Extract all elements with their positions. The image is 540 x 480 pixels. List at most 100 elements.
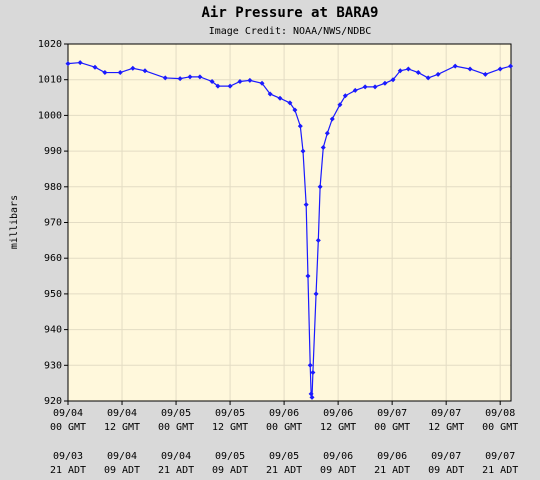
data-point bbox=[337, 102, 343, 108]
data-point bbox=[342, 93, 348, 99]
x-tick-label-local: 09/07 bbox=[485, 451, 515, 462]
x-tick-label: 09/07 bbox=[431, 408, 461, 419]
data-point bbox=[215, 83, 221, 89]
data-point bbox=[497, 66, 503, 72]
x-tick-label: 12 GMT bbox=[104, 422, 140, 433]
x-tick-label-local: 09/06 bbox=[377, 451, 407, 462]
x-tick-label: 12 GMT bbox=[212, 422, 248, 433]
data-point bbox=[320, 145, 326, 151]
data-point bbox=[405, 66, 411, 72]
chart-subtitle: Image Credit: NOAA/NWS/NDBC bbox=[209, 26, 372, 37]
data-point bbox=[397, 68, 403, 74]
x-tick-label-local: 09 ADT bbox=[428, 465, 464, 476]
data-point bbox=[287, 100, 293, 106]
data-point bbox=[65, 61, 71, 67]
x-tick-label: 00 GMT bbox=[374, 422, 410, 433]
data-point bbox=[92, 64, 98, 70]
data-point bbox=[390, 77, 396, 83]
x-tick-label-local: 09 ADT bbox=[320, 465, 356, 476]
x-tick-label: 09/04 bbox=[107, 408, 137, 419]
data-point bbox=[352, 87, 358, 93]
x-tick-label: 09/05 bbox=[161, 408, 191, 419]
x-tick-label: 09/05 bbox=[215, 408, 245, 419]
data-point bbox=[308, 391, 314, 397]
x-tick-label-local: 21 ADT bbox=[158, 465, 194, 476]
x-tick-label-local: 21 ADT bbox=[50, 465, 86, 476]
x-tick-label-local: 09/04 bbox=[107, 451, 137, 462]
x-tick-label: 09/04 bbox=[53, 408, 83, 419]
plot-frame bbox=[67, 43, 512, 402]
data-point bbox=[329, 116, 335, 122]
data-point bbox=[102, 70, 108, 76]
data-point bbox=[259, 80, 265, 86]
x-tick-label: 09/06 bbox=[323, 408, 353, 419]
data-point bbox=[362, 84, 368, 90]
x-tick-label-local: 09/04 bbox=[161, 451, 191, 462]
y-tick-label: 930 bbox=[44, 360, 62, 371]
data-point bbox=[117, 70, 123, 76]
data-point bbox=[482, 71, 488, 77]
y-tick-label: 940 bbox=[44, 325, 62, 336]
data-point bbox=[307, 362, 313, 368]
x-tick-label: 00 GMT bbox=[266, 422, 302, 433]
data-point bbox=[305, 273, 311, 279]
y-tick-label: 1000 bbox=[38, 110, 62, 121]
data-point bbox=[303, 202, 309, 208]
x-tick-label: 09/07 bbox=[377, 408, 407, 419]
data-point bbox=[267, 91, 273, 97]
x-tick-label: 12 GMT bbox=[320, 422, 356, 433]
data-point bbox=[247, 77, 253, 83]
y-tick-label: 1010 bbox=[38, 75, 62, 86]
data-point bbox=[300, 148, 306, 154]
data-point bbox=[313, 291, 319, 297]
data-point bbox=[142, 68, 148, 74]
data-point bbox=[324, 130, 330, 136]
data-point bbox=[309, 394, 315, 400]
x-tick-label: 09/08 bbox=[485, 408, 515, 419]
x-tick-label-local: 09/05 bbox=[269, 451, 299, 462]
data-point bbox=[435, 71, 441, 77]
data-point bbox=[292, 107, 298, 113]
x-tick-label-local: 09/07 bbox=[431, 451, 461, 462]
data-point bbox=[372, 84, 378, 90]
chart-title: Air Pressure at BARA9 bbox=[201, 5, 378, 21]
data-point bbox=[315, 237, 321, 243]
data-point bbox=[452, 63, 458, 69]
data-point bbox=[209, 78, 215, 84]
data-point bbox=[187, 74, 193, 80]
data-point bbox=[508, 63, 514, 69]
y-tick-label: 970 bbox=[44, 218, 62, 229]
data-point bbox=[317, 184, 323, 190]
data-point bbox=[467, 66, 473, 72]
data-point bbox=[297, 123, 303, 129]
data-point bbox=[77, 60, 83, 66]
data-point bbox=[382, 80, 388, 86]
x-tick-label-local: 21 ADT bbox=[266, 465, 302, 476]
data-point bbox=[130, 65, 136, 71]
x-tick-label-local: 09/06 bbox=[323, 451, 353, 462]
y-tick-label: 980 bbox=[44, 182, 62, 193]
x-tick-label-local: 21 ADT bbox=[482, 465, 518, 476]
data-point bbox=[237, 78, 243, 84]
x-tick-label-local: 09 ADT bbox=[104, 465, 140, 476]
x-tick-label: 00 GMT bbox=[158, 422, 194, 433]
data-point bbox=[415, 70, 421, 76]
data-point bbox=[162, 75, 168, 81]
y-tick-label: 990 bbox=[44, 146, 62, 157]
data-point bbox=[177, 76, 183, 82]
x-tick-label-local: 21 ADT bbox=[374, 465, 410, 476]
x-tick-label: 00 GMT bbox=[50, 422, 86, 433]
y-tick-label: 920 bbox=[44, 396, 62, 407]
y-tick-label: 960 bbox=[44, 253, 62, 264]
x-tick-label: 00 GMT bbox=[482, 422, 518, 433]
x-tick-label: 12 GMT bbox=[428, 422, 464, 433]
data-point bbox=[197, 74, 203, 80]
y-tick-label: 950 bbox=[44, 289, 62, 300]
data-point bbox=[310, 369, 316, 375]
x-tick-label-local: 09/03 bbox=[53, 451, 83, 462]
y-axis-label: millibars bbox=[9, 195, 20, 249]
x-tick-label-local: 09 ADT bbox=[212, 465, 248, 476]
y-tick-label: 1020 bbox=[38, 39, 62, 50]
x-tick-label: 09/06 bbox=[269, 408, 299, 419]
